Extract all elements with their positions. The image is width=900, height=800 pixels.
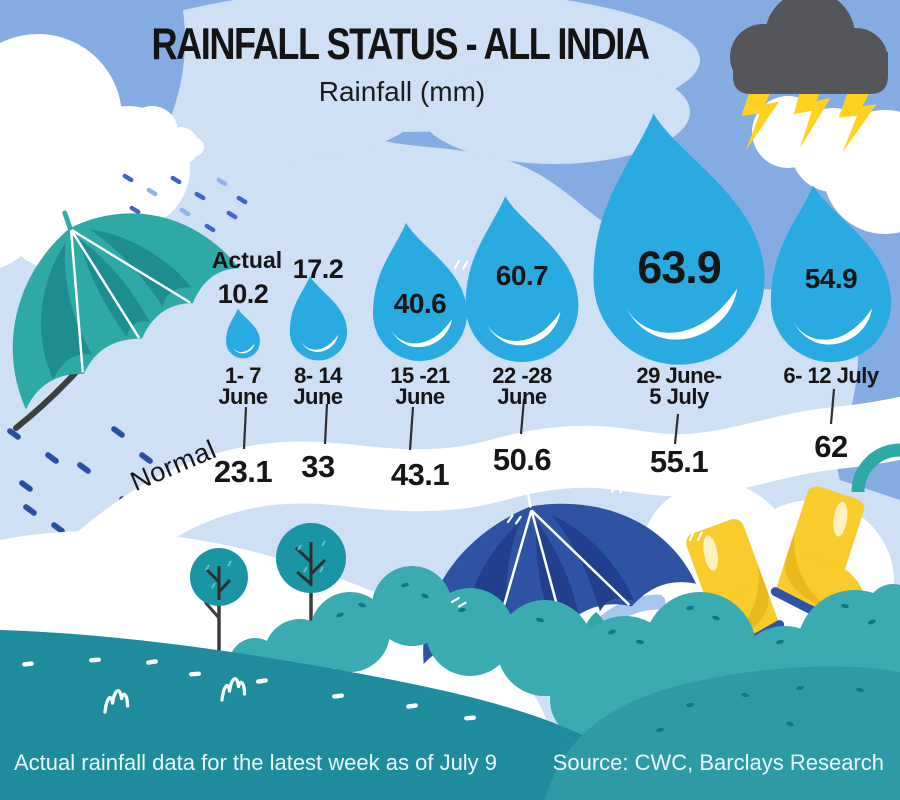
normal-value: 43.1 bbox=[390, 457, 450, 492]
period-label: 6- 12 July bbox=[783, 363, 879, 388]
chart-ylabel: Rainfall (mm) bbox=[318, 76, 486, 107]
period-line1: 8- 14 bbox=[294, 363, 342, 388]
normal-value: 33 bbox=[301, 449, 335, 484]
period-label: 1- 7 June bbox=[218, 363, 268, 409]
actual-value: 63.9 bbox=[637, 242, 722, 293]
normal-band bbox=[31, 396, 900, 619]
actual-value: 40.6 bbox=[393, 288, 447, 319]
storm-cloud-icon bbox=[730, 0, 888, 94]
actual-value: 17.2 bbox=[292, 254, 344, 284]
tick-lines bbox=[242, 388, 836, 451]
rain-cloud-icon bbox=[111, 106, 204, 165]
period-line2: June bbox=[395, 384, 445, 409]
page-title: RAINFALL STATUS - ALL INDIA bbox=[151, 20, 650, 70]
actual-value: 54.9 bbox=[804, 263, 858, 294]
cloud-icon bbox=[0, 34, 190, 270]
period-line1: 22 -28 bbox=[492, 363, 552, 388]
source-credit: Source: CWC, Barclays Research bbox=[552, 750, 884, 775]
bush-speckles bbox=[336, 582, 876, 645]
period-label: 15 -21 June bbox=[390, 363, 450, 409]
period-line1: 15 -21 bbox=[390, 363, 450, 388]
period-label: 29 June- 5 July bbox=[636, 363, 722, 409]
period-line1: 1- 7 bbox=[225, 363, 261, 388]
footnote: Actual rainfall data for the latest week… bbox=[14, 750, 498, 775]
raindrop-icon bbox=[289, 276, 348, 361]
period-line2: June bbox=[218, 384, 268, 409]
normal-value: 50.6 bbox=[492, 442, 552, 477]
normal-value: 23.1 bbox=[213, 454, 273, 489]
normal-value: 62 bbox=[814, 429, 848, 464]
period-line2: 5 July bbox=[649, 384, 709, 409]
actual-value: 10.2 bbox=[217, 279, 269, 309]
period-line2: June bbox=[497, 384, 547, 409]
actual-value: 60.7 bbox=[495, 260, 549, 291]
raindrop-icon bbox=[226, 308, 260, 359]
bush bbox=[851, 443, 900, 493]
hill bbox=[0, 630, 630, 800]
period-line1: 29 June- bbox=[636, 363, 722, 388]
ground-scene bbox=[0, 443, 900, 800]
normal-value: 55.1 bbox=[649, 444, 709, 479]
period-label: 8- 14 June bbox=[293, 363, 343, 409]
hill bbox=[545, 666, 900, 800]
period-line2: June bbox=[293, 384, 343, 409]
umbrella-icon bbox=[12, 210, 240, 431]
hill-speckles bbox=[656, 685, 864, 733]
period-label: 22 -28 June bbox=[492, 363, 552, 409]
actual-series-label: Actual bbox=[211, 247, 283, 273]
tree-icon bbox=[190, 548, 248, 652]
period-line1: 6- 12 July bbox=[783, 363, 879, 388]
